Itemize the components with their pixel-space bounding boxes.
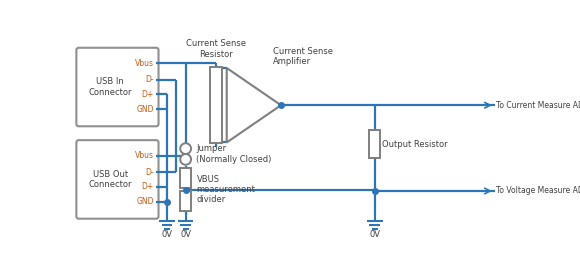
Text: VBUS
measurement
divider: VBUS measurement divider: [197, 174, 255, 204]
Text: Current Sense
Resistor: Current Sense Resistor: [186, 39, 246, 59]
Text: D-: D-: [145, 75, 154, 84]
Bar: [180, 168, 191, 188]
Text: 0V: 0V: [369, 230, 380, 239]
Text: To Voltage Measure ADC: To Voltage Measure ADC: [496, 187, 580, 195]
FancyBboxPatch shape: [77, 48, 158, 126]
Bar: [369, 130, 380, 158]
Text: Jumper
(Normally Closed): Jumper (Normally Closed): [197, 144, 272, 164]
Text: USB Out
Connector: USB Out Connector: [89, 170, 132, 189]
Text: Vbus: Vbus: [135, 59, 154, 68]
Text: Output Resistor: Output Resistor: [382, 140, 448, 149]
Circle shape: [180, 143, 191, 154]
Text: D+: D+: [142, 90, 154, 99]
Text: USB In
Connector: USB In Connector: [89, 77, 132, 97]
Text: GND: GND: [136, 197, 154, 206]
Text: 0V: 0V: [162, 230, 173, 239]
Text: D+: D+: [142, 182, 154, 191]
Bar: [210, 68, 222, 143]
Text: To Current Measure ADC: To Current Measure ADC: [496, 101, 580, 110]
Circle shape: [180, 154, 191, 165]
Text: Vbus: Vbus: [135, 151, 154, 160]
Text: D-: D-: [145, 168, 154, 177]
Text: Current Sense
Amplifier: Current Sense Amplifier: [273, 47, 334, 67]
FancyBboxPatch shape: [77, 140, 158, 219]
Text: GND: GND: [136, 105, 154, 114]
Text: 0V: 0V: [180, 230, 191, 239]
Bar: [180, 191, 191, 211]
